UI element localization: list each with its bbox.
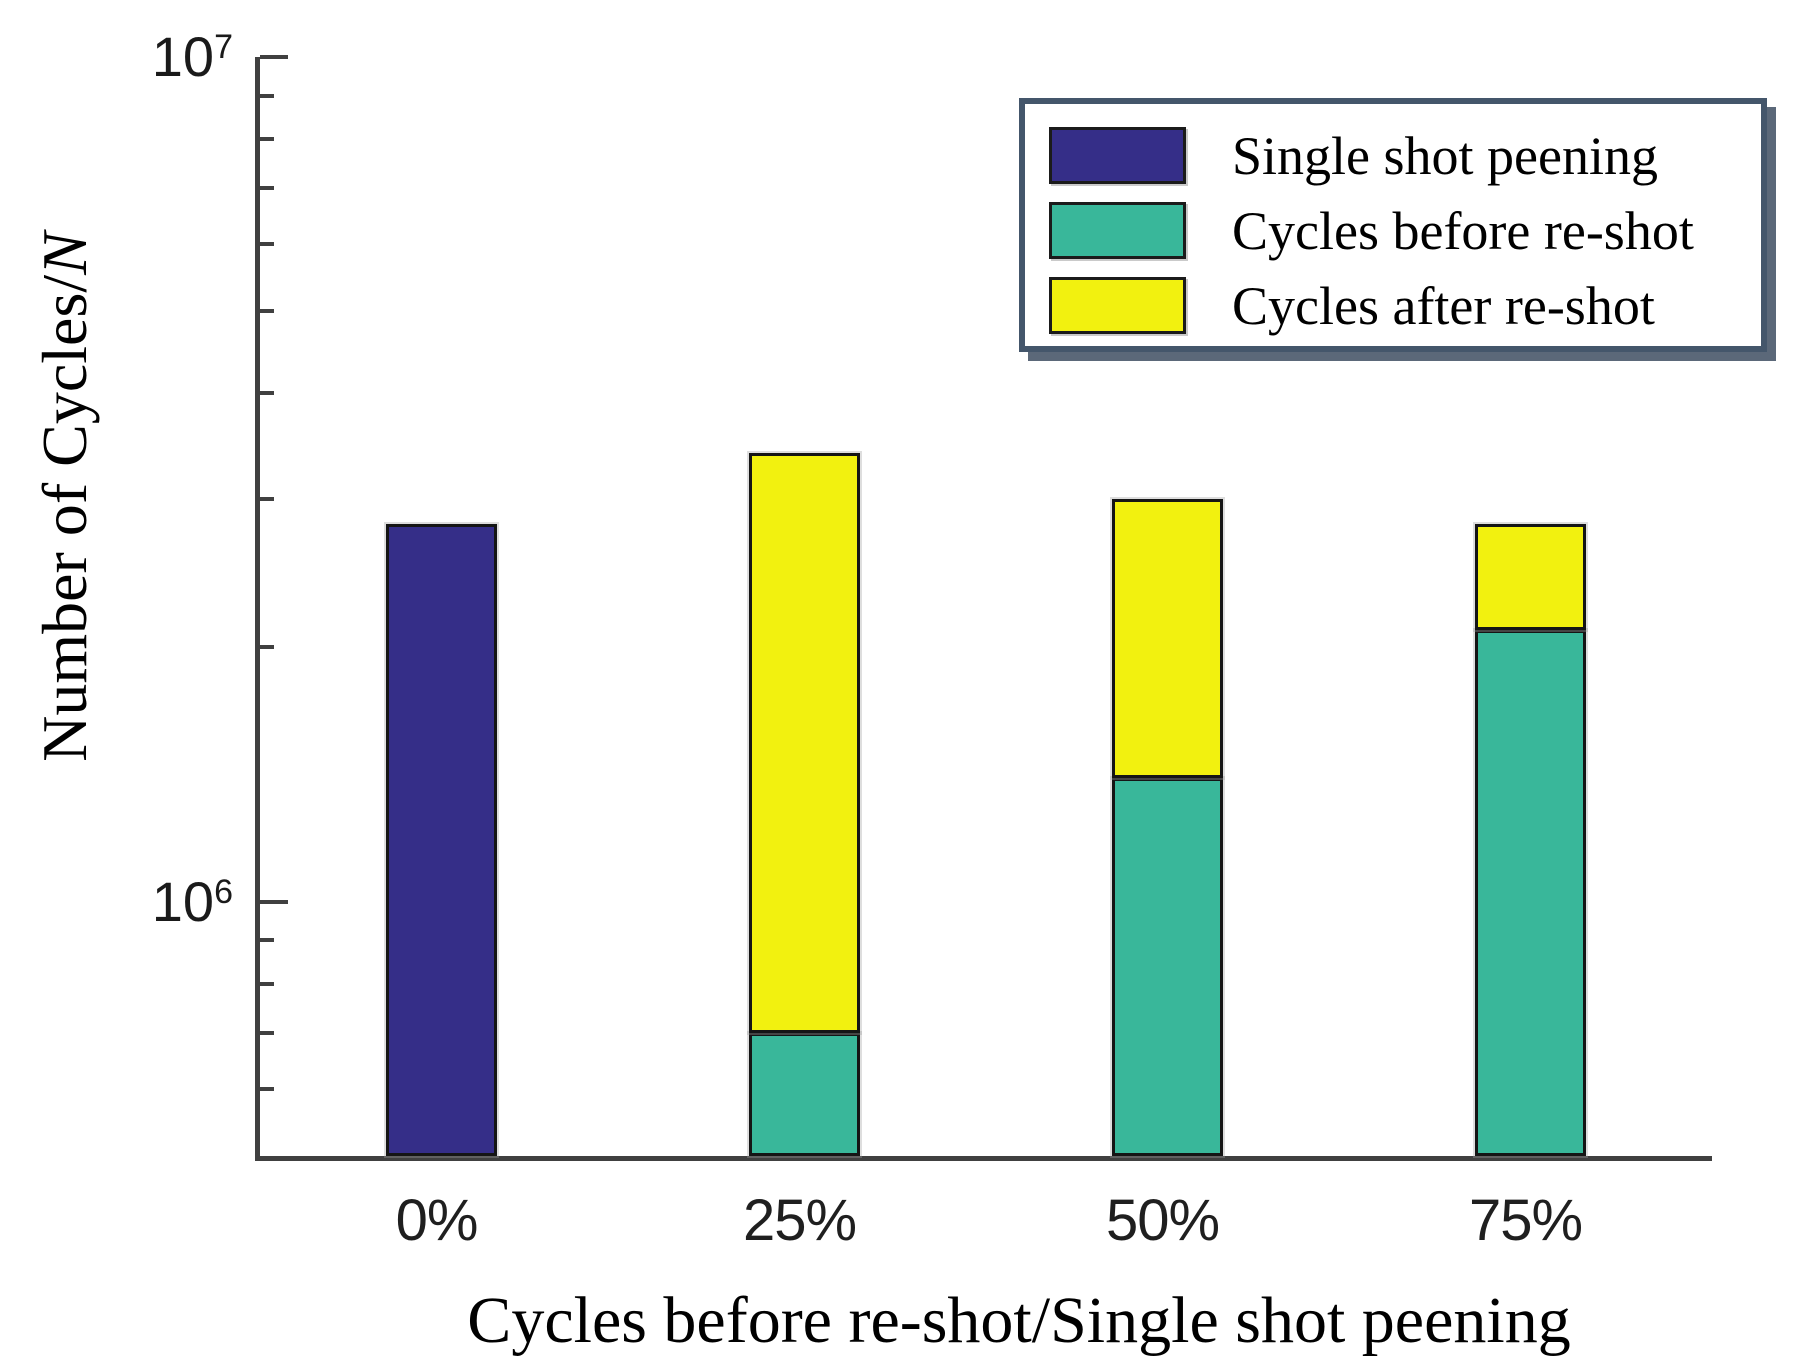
y-axis-minor-tick	[260, 185, 274, 190]
x-axis-title: Cycles before re-shot/Single shot peenin…	[467, 1284, 1571, 1357]
y-axis-minor-tick	[260, 391, 274, 396]
plot-area	[255, 55, 1712, 1161]
x-tick-label-50pct: 50%	[1105, 1188, 1220, 1253]
y-axis-minor-tick	[260, 309, 274, 314]
bar-segment-50pct-cycles-after-re-shot	[1112, 498, 1223, 779]
y-axis-minor-tick	[260, 938, 274, 943]
y-axis-minor-tick	[260, 242, 274, 247]
legend-label: Single shot peening	[1232, 125, 1658, 186]
legend-label: Cycles before re-shot	[1232, 200, 1694, 261]
legend-swatch-cycles-before-re-shot	[1049, 202, 1186, 259]
bar-segment-25pct-cycles-after-re-shot	[749, 452, 860, 1033]
x-tick-label-0pct: 0%	[395, 1188, 479, 1253]
y-axis-minor-tick	[260, 645, 274, 650]
y-tick-label-10e6: 106	[151, 869, 233, 933]
y-axis-major-tick	[260, 55, 288, 59]
legend-swatch-cycles-after-re-shot	[1049, 277, 1186, 334]
y-axis-minor-tick	[260, 1030, 274, 1035]
y-axis-minor-tick	[260, 981, 274, 986]
y-axis-minor-tick	[260, 93, 274, 98]
y-axis-minor-tick	[260, 136, 274, 141]
y-axis-title-text: Number of Cycles/	[29, 274, 100, 762]
x-tick-label-25pct: 25%	[742, 1188, 857, 1253]
y-axis-major-tick	[260, 899, 288, 904]
y-axis-title: Number of Cycles/N	[28, 232, 102, 762]
y-axis-title-variable: N	[29, 232, 100, 275]
legend-item: Single shot peening	[1049, 118, 1761, 193]
bar-segment-75pct-cycles-before-re-shot	[1475, 629, 1586, 1156]
bar-segment-75pct-cycles-after-re-shot	[1475, 523, 1586, 630]
legend: Single shot peening Cycles before re-shot…	[1019, 98, 1767, 352]
x-tick-label-75pct: 75%	[1468, 1188, 1583, 1253]
bar-segment-0pct-single-shot-peening	[386, 523, 497, 1156]
bar-segment-50pct-cycles-before-re-shot	[1112, 778, 1223, 1156]
legend-swatch-single-shot-peening	[1049, 127, 1186, 184]
y-tick-label-10e7: 107	[151, 25, 233, 88]
legend-item: Cycles before re-shot	[1049, 193, 1761, 268]
y-axis-minor-tick	[260, 496, 274, 501]
y-axis-minor-tick	[260, 1087, 274, 1092]
legend-item: Cycles after re-shot	[1049, 268, 1761, 343]
bar-segment-25pct-cycles-before-re-shot	[749, 1032, 860, 1156]
legend-label: Cycles after re-shot	[1232, 275, 1655, 336]
